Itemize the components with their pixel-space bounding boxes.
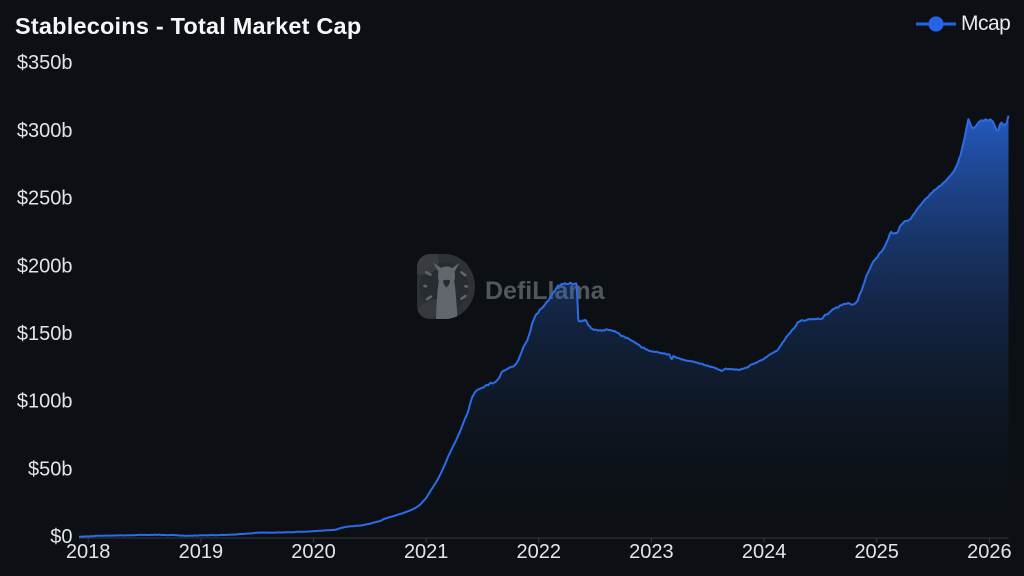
svg-text:$350b: $350b xyxy=(17,52,73,74)
svg-text:2022: 2022 xyxy=(517,541,562,563)
svg-text:Stablecoins - Total Market Cap: Stablecoins - Total Market Cap xyxy=(15,13,361,39)
svg-text:Mcap: Mcap xyxy=(961,12,1010,35)
svg-text:2024: 2024 xyxy=(742,541,787,563)
svg-text:2018: 2018 xyxy=(66,541,111,563)
svg-text:$200b: $200b xyxy=(17,255,73,277)
svg-text:$0: $0 xyxy=(50,526,72,548)
svg-text:2025: 2025 xyxy=(854,541,899,563)
svg-text:$250b: $250b xyxy=(17,188,73,210)
svg-text:$100b: $100b xyxy=(17,391,73,413)
svg-text:DefiLlama: DefiLlama xyxy=(485,277,606,305)
svg-text:2026: 2026 xyxy=(967,541,1012,563)
svg-text:$150b: $150b xyxy=(17,323,73,345)
svg-text:2021: 2021 xyxy=(404,541,449,563)
svg-text:$300b: $300b xyxy=(17,120,73,142)
svg-text:2019: 2019 xyxy=(179,541,224,563)
svg-text:$50b: $50b xyxy=(28,458,73,480)
svg-text:2023: 2023 xyxy=(629,541,674,563)
svg-text:2020: 2020 xyxy=(291,541,336,563)
